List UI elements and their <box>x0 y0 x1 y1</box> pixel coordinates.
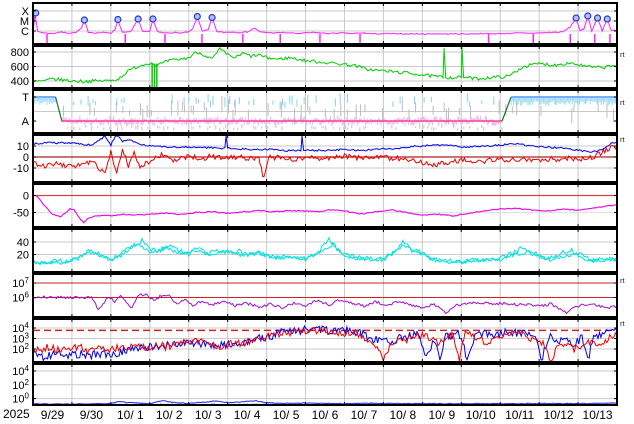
x-axis-date-label: 10/12 <box>544 408 574 422</box>
y-axis-label: 107 <box>12 276 29 290</box>
rt-marker: rt <box>620 50 625 59</box>
x-axis-date-label: 10/ 4 <box>234 408 261 422</box>
panel-goes-xray-flux: XMC <box>20 2 618 45</box>
flare-event-marker <box>208 13 216 22</box>
y-axis-label: T <box>22 92 29 104</box>
panel-t-a-status: TA <box>22 89 618 134</box>
x-axis-date-label: 10/ 5 <box>273 408 300 422</box>
x-axis-date-label: 10/ 3 <box>195 408 222 422</box>
y-axis-label: 800 <box>11 47 29 59</box>
x-axis-date-label: 10/ 1 <box>117 408 144 422</box>
y-axis-label: 104 <box>12 364 29 378</box>
y-axis-label: 20 <box>17 250 29 262</box>
x-axis-date-label: 9/30 <box>80 408 104 422</box>
y-axis-label: X <box>22 6 30 18</box>
flare-event-marker <box>593 14 602 22</box>
x-axis-date-label: 10/ 9 <box>428 408 455 422</box>
y-axis-label: M <box>20 16 29 28</box>
x-axis-date-label: 10/13 <box>583 408 613 422</box>
x-axis-year-label: 2025 <box>3 407 30 421</box>
x-axis-date-label: 10/ 8 <box>390 408 417 422</box>
y-axis-label: C <box>21 26 29 38</box>
y-axis-label: 100 <box>12 392 29 406</box>
rt-marker: rt <box>620 135 625 144</box>
y-axis-label: 106 <box>12 290 29 304</box>
y-axis-label: 0 <box>23 152 29 164</box>
flare-event-marker <box>603 15 611 23</box>
x-axis-date-label: 9/29 <box>41 408 65 422</box>
x-axis-date-label: 10/ 2 <box>156 408 183 422</box>
x-axis-date-label: 10/11 <box>505 408 534 422</box>
y-axis-label: 104 <box>12 321 29 335</box>
flare-event-marker <box>80 16 88 24</box>
y-axis-label: -10 <box>13 163 29 175</box>
x-axis-date-label: 10/ 7 <box>351 408 378 422</box>
flare-event-marker <box>572 14 580 22</box>
y-axis-label: 0 <box>23 190 29 202</box>
y-axis-label: 103 <box>12 331 29 345</box>
y-axis-label: 40 <box>17 237 29 249</box>
y-axis-label: 10 <box>17 141 29 153</box>
y-axis-label: -50 <box>13 208 29 220</box>
y-axis-label: A <box>22 116 30 128</box>
x-axis-date-label: 10/ 6 <box>312 408 339 422</box>
flare-event-marker <box>149 15 157 23</box>
x-axis-date-label: 10/10 <box>466 408 496 422</box>
y-axis-label: 600 <box>11 61 29 73</box>
y-axis-label: 102 <box>12 378 29 392</box>
rt-marker: rt <box>620 319 625 328</box>
flare-event-marker <box>114 15 122 24</box>
flare-event-marker <box>584 12 592 20</box>
y-axis-label: 102 <box>12 342 29 356</box>
rt-marker: rt <box>620 98 625 107</box>
flare-event-marker <box>134 15 142 23</box>
rt-marker: rt <box>620 276 625 285</box>
panel-imf-bt-bz: 100-10 <box>13 134 618 183</box>
panel-solar-wind-speed: 800 600 400 <box>11 45 618 89</box>
panel-dst-index: 0 -50 <box>13 183 618 228</box>
flare-event-marker <box>193 12 201 21</box>
y-axis-label: 400 <box>11 76 29 88</box>
